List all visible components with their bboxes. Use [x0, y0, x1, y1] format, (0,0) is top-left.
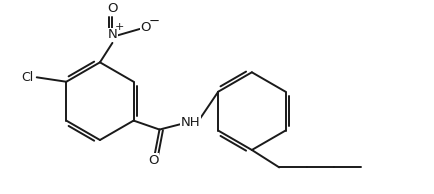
Text: O: O [141, 22, 151, 35]
Text: O: O [148, 154, 159, 167]
Text: +: + [115, 23, 124, 32]
Text: O: O [107, 2, 118, 15]
Text: Cl: Cl [21, 71, 33, 84]
Text: NH: NH [181, 116, 200, 129]
Text: N: N [108, 29, 117, 42]
Text: −: − [148, 15, 159, 28]
